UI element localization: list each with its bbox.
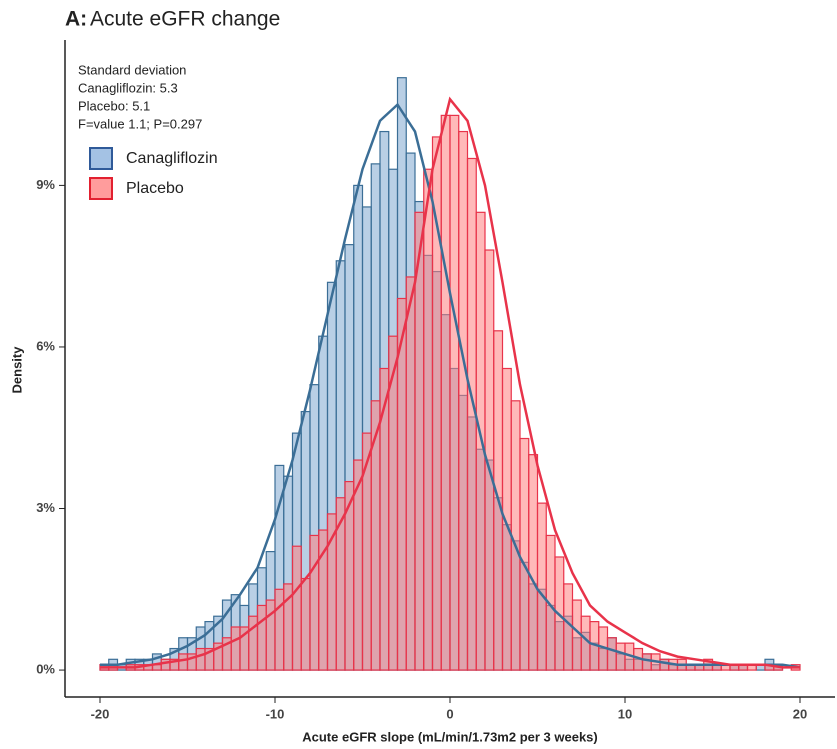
histogram-bar xyxy=(440,114,451,671)
annotation: Placebo: 5.1 xyxy=(78,98,150,113)
histogram-bar xyxy=(405,276,416,671)
histogram-bar xyxy=(300,577,311,671)
legend-label: Placebo xyxy=(126,180,184,197)
histogram-bar xyxy=(431,136,442,671)
y-tick-label: 6% xyxy=(36,338,55,353)
bars xyxy=(99,77,801,671)
x-tick-label: -20 xyxy=(91,706,110,721)
y-axis-label: Density xyxy=(9,346,24,394)
histogram-bar xyxy=(659,658,670,671)
histogram-bar xyxy=(291,545,302,671)
x-tick-label: 0 xyxy=(446,706,453,721)
histogram-bar xyxy=(274,588,285,671)
histogram-bar xyxy=(615,642,626,671)
histogram-bar xyxy=(519,437,530,671)
x-tick-label: 10 xyxy=(618,706,632,721)
curves xyxy=(100,96,801,669)
x-axis-label: Acute eGFR slope (mL/min/1.73m2 per 3 we… xyxy=(302,729,598,744)
histogram-bar xyxy=(195,647,206,671)
histogram-bar xyxy=(160,658,171,671)
histogram-bar xyxy=(309,534,320,671)
histogram-bar xyxy=(178,653,189,671)
legend-label: Canagliflozin xyxy=(126,150,218,167)
y-tick-label: 0% xyxy=(36,662,55,677)
panel-label: A: xyxy=(65,8,87,31)
x-tick-label: -10 xyxy=(266,706,285,721)
y-tick-label: 9% xyxy=(36,177,55,192)
histogram-bar xyxy=(528,454,539,671)
density-curve xyxy=(100,102,801,669)
annotation: Canagliflozin: 5.3 xyxy=(78,80,178,95)
legend-swatch xyxy=(89,177,113,200)
annotation: F=value 1.1; P=0.297 xyxy=(78,116,202,131)
histogram-bar xyxy=(256,604,267,671)
y-tick-label: 3% xyxy=(36,500,55,515)
chart-title: Acute eGFR change xyxy=(90,8,280,31)
histogram-bar xyxy=(536,502,547,671)
x-tick-label: 20 xyxy=(793,706,807,721)
density-curve xyxy=(100,96,800,669)
histogram-bar xyxy=(641,653,652,671)
histogram-bar xyxy=(458,130,469,671)
histogram-bar xyxy=(230,626,241,671)
legend-swatch xyxy=(89,147,113,170)
annotation: Standard deviation xyxy=(78,62,186,77)
histogram-bar xyxy=(423,168,434,671)
histogram-bar xyxy=(606,637,617,671)
histogram-bar xyxy=(449,114,460,671)
